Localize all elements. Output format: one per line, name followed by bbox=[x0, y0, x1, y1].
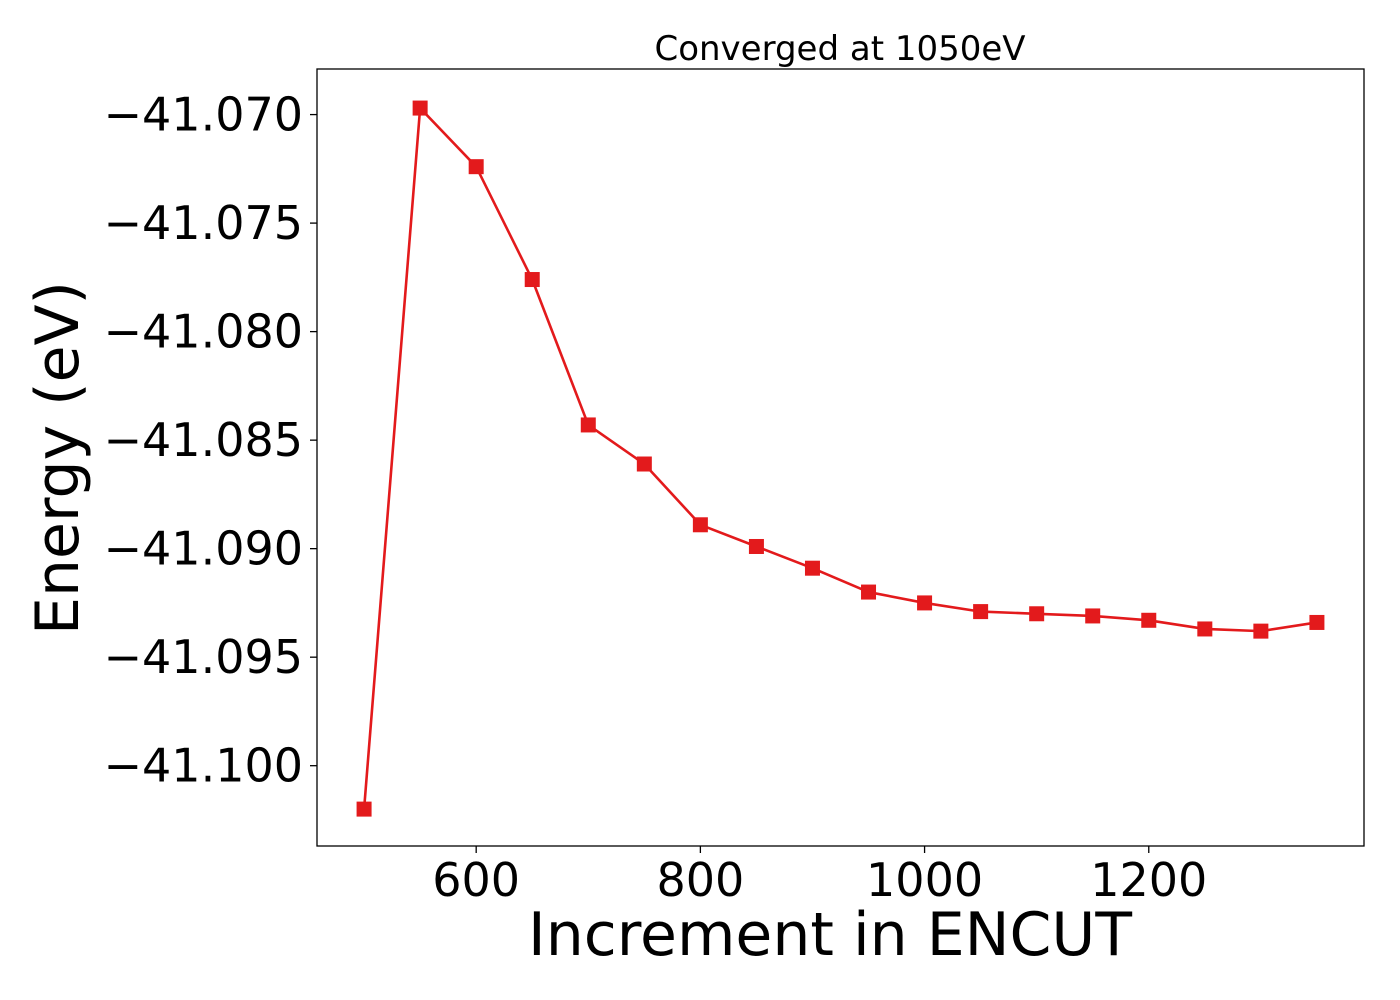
data-point bbox=[1085, 608, 1101, 624]
data-point bbox=[1197, 621, 1213, 637]
chart-title: Converged at 1050eV bbox=[654, 29, 1025, 69]
data-point bbox=[692, 517, 708, 533]
data-point bbox=[1141, 612, 1157, 628]
y-axis-title: Energy (eV) bbox=[23, 281, 93, 635]
data-point bbox=[861, 584, 877, 600]
data-point bbox=[917, 595, 933, 611]
y-tick-label: −41.090 bbox=[104, 522, 304, 576]
x-tick-label: 600 bbox=[432, 853, 520, 907]
data-point bbox=[636, 456, 652, 472]
plot-area bbox=[356, 100, 1325, 817]
data-point bbox=[524, 272, 540, 288]
data-point bbox=[1029, 606, 1045, 622]
x-tick-label: 1200 bbox=[1090, 853, 1207, 907]
y-tick-label: −41.080 bbox=[104, 305, 304, 359]
y-tick-label: −41.070 bbox=[104, 88, 304, 142]
data-point bbox=[1253, 623, 1269, 639]
data-point bbox=[580, 417, 596, 433]
y-tick-label: −41.095 bbox=[104, 630, 304, 684]
data-point bbox=[973, 604, 989, 620]
y-tick-label: −41.100 bbox=[104, 739, 304, 793]
data-point bbox=[1309, 614, 1325, 630]
x-tick-label: 1000 bbox=[866, 853, 983, 907]
data-point bbox=[468, 159, 484, 175]
x-tick-label: 800 bbox=[656, 853, 744, 907]
x-axis-title: Increment in ENCUT bbox=[528, 900, 1132, 970]
data-point bbox=[748, 538, 764, 554]
y-tick-label: −41.075 bbox=[104, 196, 304, 250]
data-point bbox=[412, 100, 428, 116]
data-point bbox=[356, 801, 372, 817]
y-axis: −41.070 −41.075 −41.080 −41.085 −41.090 −41.0… bbox=[104, 88, 317, 793]
y-tick-label: −41.085 bbox=[104, 413, 304, 467]
series-line bbox=[362, 106, 1318, 810]
plot-frame bbox=[316, 68, 1365, 847]
x-axis: 600 800 1000 1200 bbox=[432, 846, 1207, 907]
data-point bbox=[804, 560, 820, 576]
